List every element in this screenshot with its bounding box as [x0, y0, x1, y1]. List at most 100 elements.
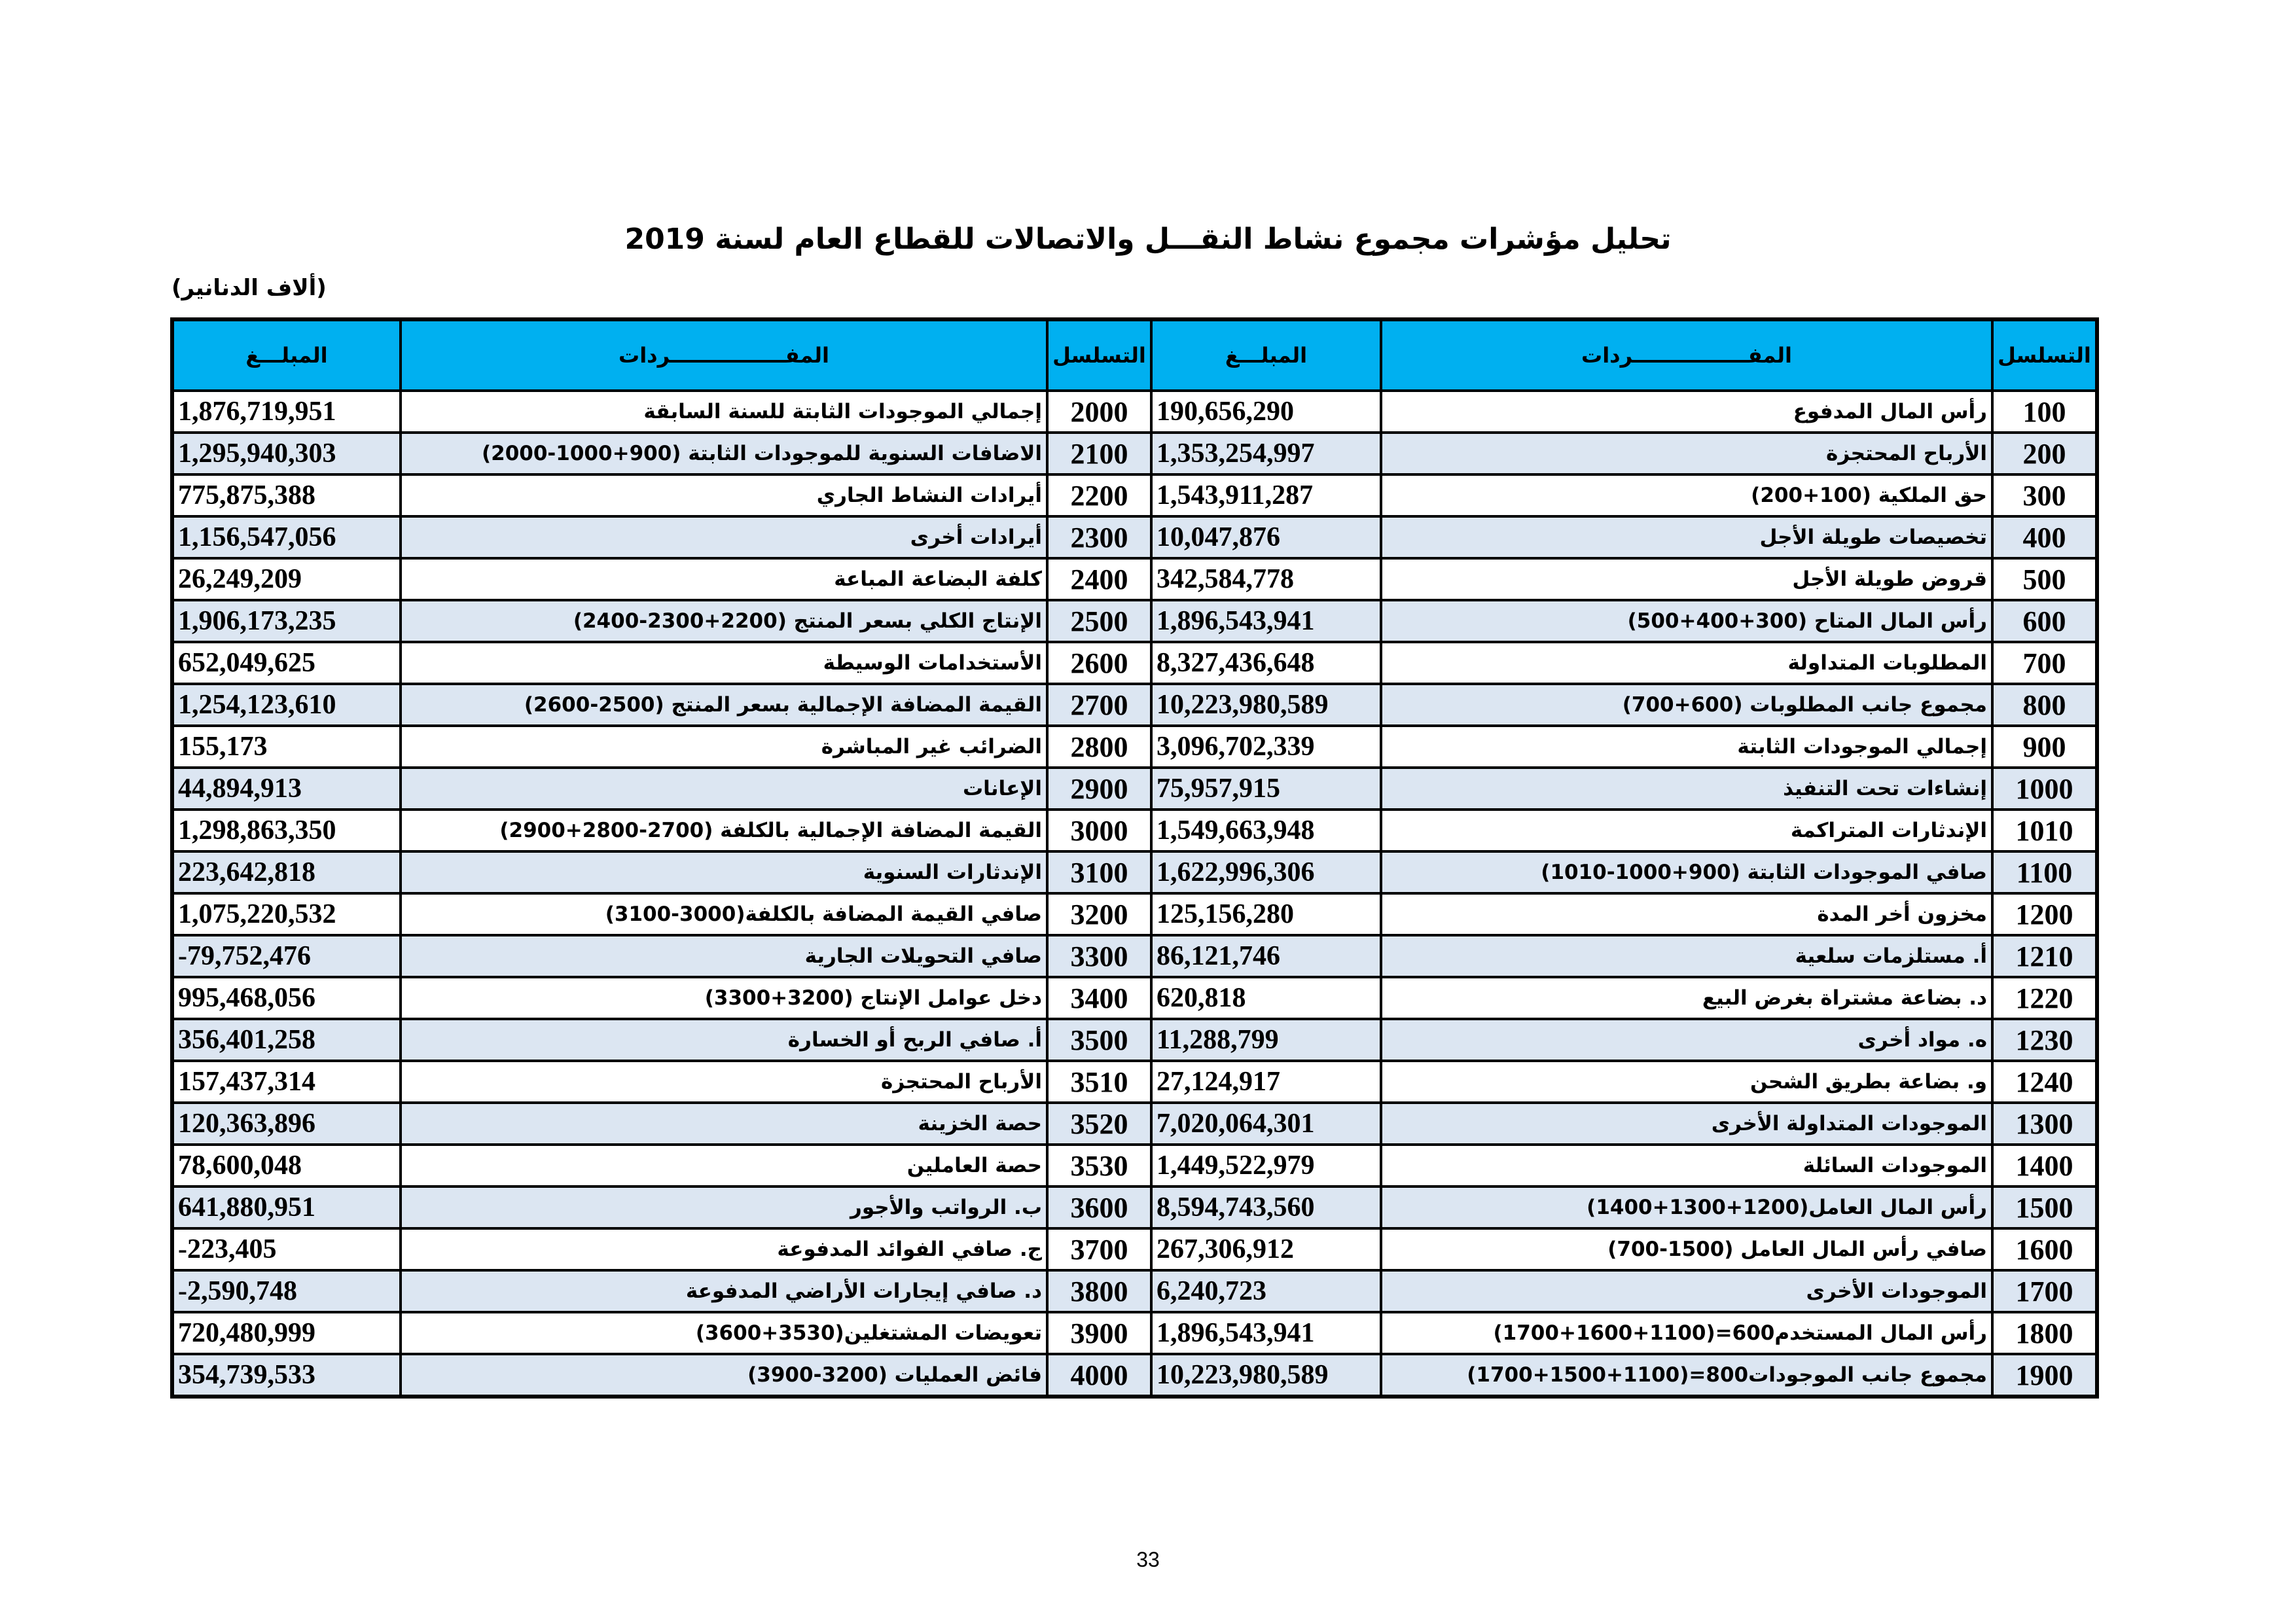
seq-cell: 4000 [1046, 1353, 1153, 1398]
item-cell: فائض العمليات (3200-3900) [399, 1353, 1049, 1398]
table-row: 1200 مخزون أخر المدة 125,156,280 3200 صافي ا… [171, 892, 2098, 936]
amount-cell: 155,173 [171, 724, 402, 769]
table-header-row: التسلسل المفــــــــــــــــردات المبلــ… [171, 318, 2098, 392]
item-cell: الأرباح المحتجزة [399, 1060, 1049, 1104]
seq-cell: 1900 [1991, 1353, 2098, 1398]
amount-cell: 620,818 [1150, 976, 1382, 1020]
item-cell: قروض طويلة الأجل [1380, 557, 1994, 601]
unit-note: (ألاف الدنانير) [171, 275, 327, 301]
item-cell: رأس المال العامل(1200+1300+1400) [1380, 1185, 1994, 1230]
item-cell: تخصيصات طويلة الأجل [1380, 515, 1994, 560]
item-cell: الموجودات الأخرى [1380, 1269, 1994, 1313]
item-cell: رأس المال المتاح (300+400+500) [1380, 599, 1994, 643]
amount-cell: 26,249,209 [171, 557, 402, 601]
amount-cell: 641,880,951 [171, 1185, 402, 1230]
amount-cell: 6,240,723 [1150, 1269, 1382, 1313]
item-cell: صافي الموجودات الثابتة (900+1000-1010) [1380, 850, 1994, 895]
page-title: تحليل مؤشرات مجموع نشاط النقـــل والاتصا… [624, 223, 1672, 256]
table-row: 1900 مجموع جانب الموجودات800=(1100+1500+1… [171, 1353, 2098, 1398]
amount-cell: 44,894,913 [171, 766, 402, 811]
seq-cell: 100 [1991, 389, 2098, 434]
seq-cell: 3800 [1046, 1269, 1153, 1313]
seq-cell: 500 [1991, 557, 2098, 601]
amount-cell: 11,288,799 [1150, 1018, 1382, 1062]
seq-cell: 2300 [1046, 515, 1153, 560]
header-amount: المبلـــغ [171, 318, 402, 392]
seq-cell: 2000 [1046, 389, 1153, 434]
header-seq: التسلسل [1046, 318, 1153, 392]
table-row: 1000 إنشاءات تحت التنفيذ 75,957,915 2900 الإ… [171, 766, 2098, 811]
item-cell: أيرادات أخرى [399, 515, 1049, 560]
seq-cell: 1000 [1991, 766, 2098, 811]
table-row: 700 المطلوبات المتداولة 8,327,436,648 2600 ا… [171, 641, 2098, 685]
amount-cell: 10,047,876 [1150, 515, 1382, 560]
item-cell: القيمة المضافة الإجمالية بسعر المنتج (25… [399, 683, 1049, 727]
seq-cell: 900 [1991, 724, 2098, 769]
seq-cell: 2700 [1046, 683, 1153, 727]
page-number: 33 [1136, 1548, 1160, 1571]
amount-cell: 342,584,778 [1150, 557, 1382, 601]
header-seq: التسلسل [1991, 318, 2098, 392]
item-cell: أ. مستلزمات سلعية [1380, 934, 1994, 978]
table-row: 1500 رأس المال العامل(1200+1300+1400) 8,59… [171, 1185, 2098, 1230]
amount-cell: 1,876,719,951 [171, 389, 402, 434]
seq-cell: 1300 [1991, 1101, 2098, 1146]
item-cell: أ. صافي الربح أو الخسارة [399, 1018, 1049, 1062]
amount-cell: 1,075,220,532 [171, 892, 402, 936]
amount-cell: 8,327,436,648 [1150, 641, 1382, 685]
amount-cell: 1,295,940,303 [171, 431, 402, 476]
amount-cell: 720,480,999 [171, 1311, 402, 1355]
amount-cell: 223,642,818 [171, 850, 402, 895]
table-row: 400 تخصيصات طويلة الأجل 10,047,876 2300 أيرا… [171, 515, 2098, 560]
item-cell: القيمة المضافة الإجمالية بالكلفة (2700-2… [399, 808, 1049, 853]
seq-cell: 1500 [1991, 1185, 2098, 1230]
seq-cell: 1210 [1991, 934, 2098, 978]
amount-cell: 1,298,863,350 [171, 808, 402, 853]
seq-cell: 3500 [1046, 1018, 1153, 1062]
table-row: 300 حق الملكية (100+200) 1,543,911,287 2200… [171, 473, 2098, 518]
table-row: 800 مجموع جانب المطلوبات (600+700) 10,223,… [171, 683, 2098, 727]
item-cell: الضرائب غير المباشرة [399, 724, 1049, 769]
amount-cell: 267,306,912 [1150, 1227, 1382, 1272]
header-amount: المبلـــغ [1150, 318, 1382, 392]
item-cell: الموجودات المتداولة الأخرى [1380, 1101, 1994, 1146]
item-cell: كلفة البضاعة المباعة [399, 557, 1049, 601]
amount-cell: 1,896,543,941 [1150, 1311, 1382, 1355]
amount-cell: 775,875,388 [171, 473, 402, 518]
item-cell: ب. الرواتب والأجور [399, 1185, 1049, 1230]
item-cell: حصة العاملين [399, 1143, 1049, 1188]
amount-cell: 1,906,173,235 [171, 599, 402, 643]
item-cell: صافي القيمة المضافة بالكلفة(3000-3100) [399, 892, 1049, 936]
item-cell: دخل عوامل الإنتاج (3200+3300) [399, 976, 1049, 1020]
seq-cell: 1100 [1991, 850, 2098, 895]
amount-cell: 652,049,625 [171, 641, 402, 685]
table-row: 1400 الموجودات السائلة 1,449,522,979 3530 حص… [171, 1143, 2098, 1188]
table-row: 1220 د. بضاعة مشتراة بغرض البيع 620,818 340… [171, 976, 2098, 1020]
item-cell: الأستخدامات الوسيطة [399, 641, 1049, 685]
seq-cell: 3300 [1046, 934, 1153, 978]
seq-cell: 2100 [1046, 431, 1153, 476]
item-cell: الإعانات [399, 766, 1049, 811]
item-cell: ج. صافي الفوائد المدفوعة [399, 1227, 1049, 1272]
amount-cell: 1,896,543,941 [1150, 599, 1382, 643]
item-cell: المطلوبات المتداولة [1380, 641, 1994, 685]
seq-cell: 1240 [1991, 1060, 2098, 1104]
item-cell: د. بضاعة مشتراة بغرض البيع [1380, 976, 1994, 1020]
table-row: 500 قروض طويلة الأجل 342,584,778 2400 كلفة ا… [171, 557, 2098, 601]
item-cell: مجموع جانب الموجودات800=(1100+1500+1700) [1380, 1353, 1994, 1398]
amount-cell: -79,752,476 [171, 934, 402, 978]
item-cell: تعويضات المشتغلين(3530+3600) [399, 1311, 1049, 1355]
item-cell: إنشاءات تحت التنفيذ [1380, 766, 1994, 811]
amount-cell: 190,656,290 [1150, 389, 1382, 434]
amount-cell: 157,437,314 [171, 1060, 402, 1104]
seq-cell: 1600 [1991, 1227, 2098, 1272]
table-row: 1700 الموجودات الأخرى 6,240,723 3800 د. صافي… [171, 1269, 2098, 1313]
item-cell: مخزون أخر المدة [1380, 892, 1994, 936]
item-cell: مجموع جانب المطلوبات (600+700) [1380, 683, 1994, 727]
seq-cell: 2900 [1046, 766, 1153, 811]
item-cell: إجمالي الموجودات الثابتة للسنة السابقة [399, 389, 1049, 434]
amount-cell: 8,594,743,560 [1150, 1185, 1382, 1230]
amount-cell: 10,223,980,589 [1150, 1353, 1382, 1398]
table-row: 1300 الموجودات المتداولة الأخرى 7,020,064,… [171, 1101, 2098, 1146]
amount-cell: 1,449,522,979 [1150, 1143, 1382, 1188]
